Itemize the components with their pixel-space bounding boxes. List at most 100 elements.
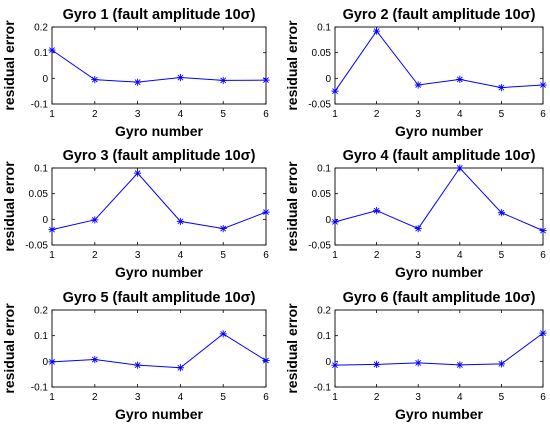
- data-point: [134, 169, 142, 177]
- y-axis-label: residual error: [284, 20, 300, 111]
- series-line: [51, 333, 267, 369]
- x-tick-label: 5: [499, 250, 505, 261]
- y-tick-label: 0: [325, 74, 331, 85]
- data-point: [91, 76, 99, 84]
- series-line: [51, 172, 267, 231]
- chart-title: Gyro 4 (fault amplitude 10σ): [343, 148, 536, 164]
- data-point: [91, 355, 99, 364]
- y-axis-label: residual error: [284, 303, 300, 394]
- y-tick-label: 0.05: [312, 189, 332, 200]
- x-tick-label: 3: [135, 250, 141, 261]
- data-point: [331, 87, 339, 95]
- data-point: [331, 218, 339, 226]
- x-tick-label: 1: [49, 392, 55, 403]
- x-tick-label: 6: [263, 250, 269, 261]
- panel-5: Gyro 5 (fault amplitude 10σ) 1 2 3 4 5 6 -0.1 0 0…: [1, 290, 270, 422]
- x-tick-label: 5: [220, 250, 226, 261]
- data-point: [219, 224, 227, 233]
- x-axis-label: Gyro number: [115, 406, 203, 422]
- data-point: [414, 224, 422, 233]
- x-tick-label: 1: [49, 109, 55, 120]
- panel-4: Gyro 4 (fault amplitude 10σ) 1 2 3 4 5 6 -0.05 0…: [284, 148, 547, 280]
- panel-6: Gyro 6 (fault amplitude 10σ) 1 2 3 4 5 6 -0.1 0 0…: [284, 290, 547, 422]
- data-point: [91, 216, 99, 224]
- panel-1: Gyro 1 (fault amplitude 10σ) 1 2 3 4 5 6 -0.1 0 0…: [1, 7, 270, 139]
- panel-3: Gyro 3 (fault amplitude 10σ) 1 2 3 4 5 6 -0.05 0…: [1, 148, 270, 280]
- data-point: [373, 27, 381, 35]
- y-tick-label: 0.05: [312, 48, 332, 59]
- plot-area: [334, 26, 544, 105]
- chart-title: Gyro 6 (fault amplitude 10σ): [343, 290, 536, 306]
- x-tick-label: 4: [178, 392, 184, 403]
- x-tick-label: 4: [457, 109, 463, 120]
- y-tick-label: 0.1: [34, 331, 48, 342]
- data-point: [219, 76, 227, 84]
- y-tick-label: 0: [325, 215, 331, 226]
- y-tick-label: -0.1: [31, 383, 49, 394]
- x-tick-label: 6: [263, 392, 269, 403]
- y-tick-label: 0.2: [317, 306, 331, 317]
- data-point: [331, 361, 339, 369]
- y-tick-label: 0: [42, 357, 48, 368]
- plot-area: [51, 26, 267, 105]
- x-tick-label: 2: [92, 250, 98, 261]
- x-tick-label: 1: [332, 392, 338, 403]
- x-tick-label: 4: [178, 250, 184, 261]
- series-line: [334, 30, 544, 92]
- data-point: [262, 208, 270, 216]
- x-tick-label: 2: [92, 392, 98, 403]
- y-tick-label: 0: [42, 215, 48, 226]
- data-point: [176, 217, 184, 225]
- data-point: [176, 73, 184, 82]
- data-point: [262, 76, 270, 84]
- series-line: [334, 332, 544, 366]
- panel-2: Gyro 2 (fault amplitude 10σ) 1 2 3 4 5 6 -0.05 0…: [284, 7, 547, 139]
- data-point: [456, 361, 464, 369]
- data-point: [48, 226, 56, 234]
- series-line: [51, 49, 267, 83]
- x-tick-label: 3: [415, 109, 421, 120]
- x-tick-label: 5: [220, 109, 226, 120]
- data-point: [176, 364, 184, 372]
- y-tick-label: 0.1: [317, 331, 331, 342]
- plot-area: [334, 309, 544, 388]
- x-tick-label: 2: [374, 109, 380, 120]
- y-tick-label: 0.1: [317, 164, 331, 175]
- y-tick-label: -0.1: [314, 383, 332, 394]
- x-tick-label: 5: [499, 109, 505, 120]
- y-tick-label: 0.2: [34, 23, 48, 34]
- y-axis-label: residual error: [284, 161, 300, 252]
- data-point: [48, 46, 56, 54]
- y-axis-label: residual error: [1, 161, 17, 252]
- x-tick-label: 1: [332, 109, 338, 120]
- x-axis-label: Gyro number: [395, 123, 483, 139]
- data-point: [497, 209, 505, 217]
- y-tick-label: 0.2: [34, 306, 48, 317]
- plot-area: [334, 167, 544, 246]
- data-point: [497, 83, 505, 92]
- data-point: [262, 356, 270, 365]
- data-point: [414, 81, 422, 89]
- y-tick-label: 0.1: [317, 23, 331, 34]
- x-tick-label: 6: [540, 250, 546, 261]
- data-point: [134, 78, 142, 86]
- plot-area: [51, 309, 267, 388]
- x-tick-label: 2: [92, 109, 98, 120]
- data-point: [497, 360, 505, 368]
- x-axis-label: Gyro number: [115, 264, 203, 280]
- data-point: [456, 75, 464, 83]
- x-tick-label: 5: [220, 392, 226, 403]
- x-tick-label: 3: [135, 109, 141, 120]
- x-tick-label: 1: [332, 250, 338, 261]
- x-tick-label: 4: [178, 109, 184, 120]
- chart-title: Gyro 5 (fault amplitude 10σ): [63, 290, 256, 306]
- data-point: [373, 207, 381, 215]
- x-tick-label: 6: [540, 392, 546, 403]
- data-point: [48, 358, 56, 366]
- x-tick-label: 6: [263, 109, 269, 120]
- y-tick-label: 0: [42, 74, 48, 85]
- chart-title: Gyro 3 (fault amplitude 10σ): [63, 148, 256, 164]
- y-axis-label: residual error: [1, 303, 17, 394]
- x-tick-label: 6: [540, 109, 546, 120]
